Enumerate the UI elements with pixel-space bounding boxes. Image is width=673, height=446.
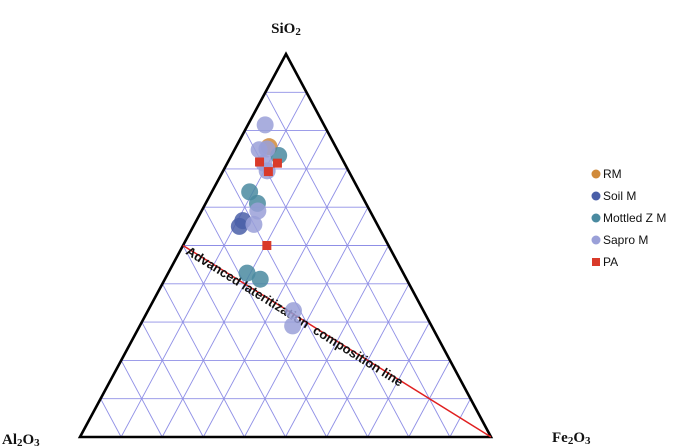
- point-sapro-m: [284, 302, 302, 320]
- legend-entry-pa: PA: [592, 255, 618, 269]
- legend-label: Soil M: [603, 189, 636, 203]
- point-pa: [262, 241, 272, 250]
- point-mottled-z-m: [238, 264, 256, 282]
- data-points: [230, 116, 302, 335]
- legend-label: Mottled Z M: [603, 211, 666, 225]
- legend-marker: [591, 191, 601, 201]
- point-mottled-z-m: [251, 270, 269, 288]
- legend-label: Sapro M: [603, 233, 648, 247]
- legend-marker: [591, 213, 601, 223]
- point-pa: [272, 158, 282, 168]
- legend-marker: [591, 169, 601, 179]
- point-sapro-m: [258, 140, 276, 158]
- ternary-grid: [100, 91, 471, 438]
- legend-entry-mottled-z-m: Mottled Z M: [591, 211, 666, 225]
- point-sapro-m: [249, 202, 267, 220]
- grid-line: [141, 321, 204, 438]
- point-pa: [255, 157, 265, 167]
- legend-marker: [591, 235, 601, 245]
- point-sapro-m: [256, 116, 274, 134]
- vertex-label-al2o3: Al2O3: [2, 432, 40, 446]
- lateritization-line: [182, 244, 492, 438]
- point-pa: [263, 167, 273, 177]
- legend-entry-soil-m: Soil M: [591, 189, 636, 203]
- legend-label: PA: [603, 255, 618, 269]
- grid-line: [100, 398, 122, 438]
- vertex-label-sio2: SiO2: [271, 21, 301, 38]
- grid-line: [120, 360, 163, 438]
- vertex-label-fe2o3: Fe2O3: [552, 430, 591, 446]
- grid-line: [162, 283, 245, 438]
- legend: RM Soil M Mottled Z M Sapro M PA: [591, 167, 666, 269]
- point-sapro-m: [245, 215, 263, 233]
- point-sapro-m: [284, 317, 302, 335]
- legend-label: RM: [603, 167, 622, 181]
- legend-entry-rm: RM: [591, 167, 622, 181]
- grid-line: [265, 92, 451, 438]
- grid-line: [182, 245, 286, 438]
- legend-marker: [592, 258, 600, 266]
- legend-entry-sapro-m: Sapro M: [591, 233, 648, 247]
